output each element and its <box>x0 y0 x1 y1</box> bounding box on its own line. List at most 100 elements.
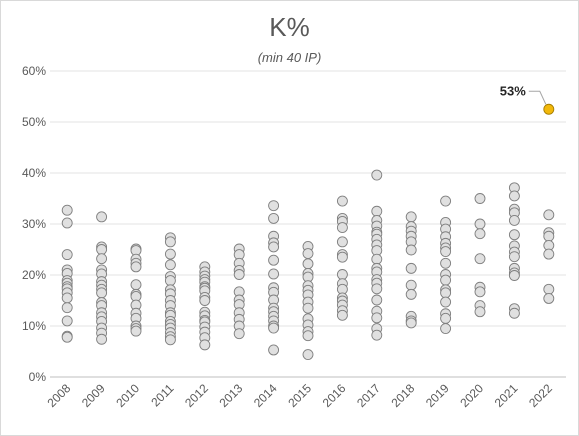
data-point <box>61 249 73 261</box>
y-tick-label: 0% <box>29 370 47 384</box>
data-point <box>474 286 486 298</box>
x-tick-label: 2018 <box>389 381 418 410</box>
data-point <box>96 287 108 299</box>
data-point <box>371 169 383 181</box>
data-point <box>164 275 176 287</box>
data-point <box>61 315 73 327</box>
chart-subtitle: (min 40 IP) <box>257 50 322 65</box>
data-point <box>164 236 176 248</box>
data-point <box>440 296 452 308</box>
x-tick-label: 2008 <box>45 381 74 410</box>
data-point <box>543 248 555 260</box>
data-point <box>371 329 383 341</box>
data-point <box>302 349 314 361</box>
data-point <box>474 193 486 204</box>
data-point <box>302 330 314 342</box>
data-point <box>440 257 452 269</box>
data-point <box>440 287 452 299</box>
data-point <box>371 283 383 295</box>
data-point <box>61 204 73 216</box>
data-point <box>405 317 417 329</box>
x-tick-label: 2017 <box>354 381 383 410</box>
x-tick-label: 2020 <box>457 381 486 410</box>
data-point <box>61 292 73 304</box>
data-point <box>508 270 520 281</box>
y-tick-label: 60% <box>22 64 46 78</box>
data-point <box>336 236 348 248</box>
data-point <box>371 205 383 217</box>
data-point <box>336 309 348 321</box>
data-point <box>336 251 348 263</box>
data-point <box>508 190 520 202</box>
highlight-data-point <box>543 103 555 115</box>
data-point <box>96 211 108 223</box>
data-point <box>508 307 520 319</box>
y-tick-label: 50% <box>22 115 46 129</box>
data-point <box>199 339 211 351</box>
x-tick-label: 2015 <box>285 381 314 410</box>
data-points <box>61 169 555 361</box>
data-point <box>440 312 452 324</box>
data-point <box>268 241 280 253</box>
data-point <box>233 269 245 280</box>
data-point <box>543 209 555 221</box>
x-tick-label: 2022 <box>526 381 555 410</box>
data-point <box>96 333 108 345</box>
data-point <box>268 322 280 334</box>
data-point <box>543 293 555 304</box>
data-point <box>474 253 486 265</box>
highlight-leader-line <box>528 90 547 105</box>
x-tick-label: 2010 <box>113 381 142 410</box>
data-point <box>164 334 176 346</box>
data-point <box>474 218 486 230</box>
data-point <box>371 294 383 306</box>
y-tick-label: 10% <box>22 319 46 333</box>
data-point <box>302 302 314 314</box>
data-point <box>96 253 108 265</box>
chart-title: K% <box>269 12 310 42</box>
highlight-annotation: 53% <box>500 83 555 115</box>
data-point <box>302 248 314 260</box>
x-axis-tick-labels: 2008 2009 2010 2011 2012 2013 2014 2015 2016 2017… <box>45 381 556 410</box>
data-point <box>543 230 555 242</box>
data-point <box>336 269 348 280</box>
data-point <box>268 254 280 266</box>
data-point <box>130 261 142 273</box>
x-tick-label: 2012 <box>182 381 211 410</box>
y-tick-label: 30% <box>22 217 46 231</box>
data-point <box>508 229 520 241</box>
data-point <box>405 211 417 223</box>
x-tick-label: 2014 <box>251 381 280 410</box>
highlight-data-label: 53% <box>500 83 526 98</box>
y-axis-tick-labels: 0% 10% 20% 30% 40% 50% 60% <box>22 64 46 384</box>
data-point <box>405 288 417 300</box>
data-point <box>164 259 176 271</box>
data-point <box>61 217 73 229</box>
data-point <box>440 274 452 286</box>
x-tick-label: 2013 <box>217 381 246 410</box>
x-tick-label: 2021 <box>492 381 521 410</box>
data-point <box>543 283 555 295</box>
data-point <box>61 331 73 343</box>
data-point <box>268 268 280 280</box>
data-point <box>440 323 452 334</box>
data-point <box>371 253 383 265</box>
data-point <box>268 200 280 212</box>
data-point <box>405 279 417 291</box>
data-point <box>440 195 452 207</box>
data-point <box>508 214 520 226</box>
x-tick-label: 2019 <box>423 381 452 410</box>
data-point <box>508 251 520 263</box>
data-point <box>336 222 348 234</box>
data-point <box>233 328 245 340</box>
data-point <box>199 295 211 306</box>
data-point <box>474 228 486 240</box>
data-point <box>96 244 108 255</box>
data-point <box>405 244 417 256</box>
data-point <box>440 246 452 257</box>
data-point <box>474 306 486 318</box>
data-point <box>61 302 73 314</box>
data-point <box>302 258 314 270</box>
data-point <box>130 325 142 337</box>
